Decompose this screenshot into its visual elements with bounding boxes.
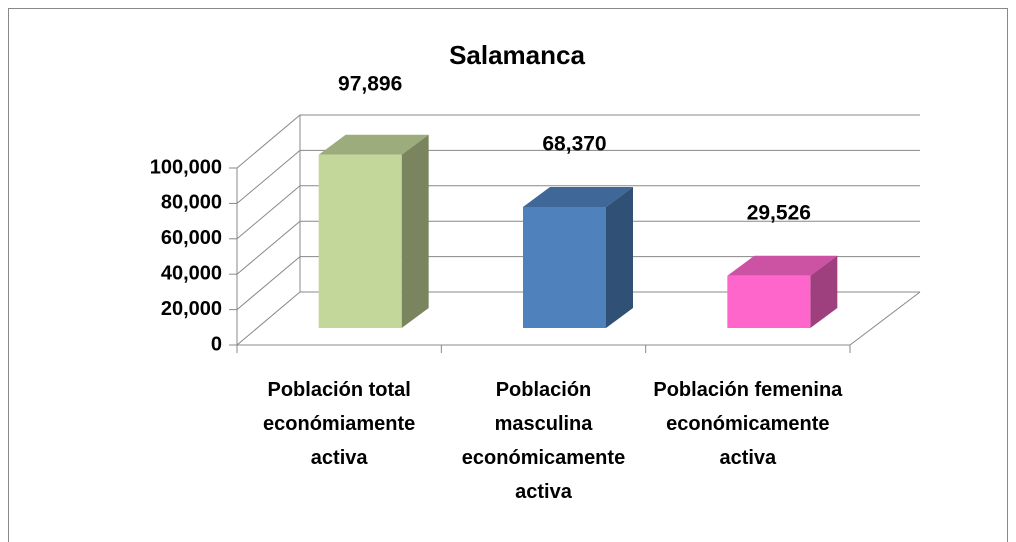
bar-top <box>523 186 633 207</box>
y-tick-label: 80,000 <box>161 192 222 214</box>
grid-line <box>236 149 920 204</box>
value-label: 68,370 <box>542 133 606 156</box>
y-tick-label: 100,000 <box>150 156 222 178</box>
x-tick-label-line: activa <box>719 447 777 469</box>
grid-line <box>236 291 920 346</box>
x-tick-label: Población masculina económicamente activa <box>462 379 625 503</box>
bar-top <box>318 134 429 155</box>
x-tick-label-line: Población total <box>267 379 410 401</box>
bar-side <box>606 186 633 328</box>
bar-front <box>318 154 402 328</box>
bar-top <box>727 255 838 276</box>
x-tick-label: Población femenina económicamente activa <box>653 379 843 469</box>
y-tick-label: 20,000 <box>161 298 222 320</box>
x-tick-label: Población total económiamente activa <box>263 379 415 469</box>
x-tick-label-line: activa <box>515 481 573 503</box>
x-tick-label-line: Población <box>496 379 592 401</box>
x-tick-label-line: económicamente <box>462 447 625 469</box>
chart-title: Salamanca <box>449 40 585 70</box>
x-tick-label-line: económiamente <box>263 413 415 435</box>
grid-line <box>236 114 920 169</box>
grid-line <box>236 256 920 310</box>
x-tick-label-line: económicamente <box>666 413 829 435</box>
value-label: 29,526 <box>747 201 811 224</box>
y-tick-label: 40,000 <box>161 262 222 284</box>
chart-border <box>8 8 1008 542</box>
bar <box>523 186 633 328</box>
x-tick-label-line: masculina <box>495 413 594 435</box>
y-tick-label: 0 <box>211 333 222 355</box>
x-tick-label-line: activa <box>311 447 369 469</box>
bar <box>318 134 429 328</box>
value-label: 97,896 <box>338 72 402 95</box>
bar-front <box>523 206 606 328</box>
bar-side <box>810 255 838 328</box>
bar <box>727 255 838 328</box>
grid-line <box>236 220 920 275</box>
axis-line <box>849 291 921 346</box>
grid-line <box>236 185 920 240</box>
y-tick-label: 60,000 <box>161 227 222 249</box>
bar-side <box>401 134 429 328</box>
x-tick-label-line: Población femenina <box>653 379 843 401</box>
bar-front <box>727 275 811 328</box>
